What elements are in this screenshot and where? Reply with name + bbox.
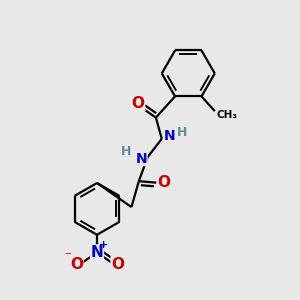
Text: O: O [70,257,83,272]
Text: O: O [132,96,145,111]
Text: CH₃: CH₃ [217,110,238,120]
Text: N: N [135,152,147,166]
Text: +: + [99,240,108,250]
Text: N: N [91,245,103,260]
Text: O: O [111,257,124,272]
Text: H: H [121,145,132,158]
Text: ⁻: ⁻ [64,250,71,263]
Text: N: N [164,129,176,143]
Text: O: O [157,175,170,190]
Text: H: H [177,126,188,139]
